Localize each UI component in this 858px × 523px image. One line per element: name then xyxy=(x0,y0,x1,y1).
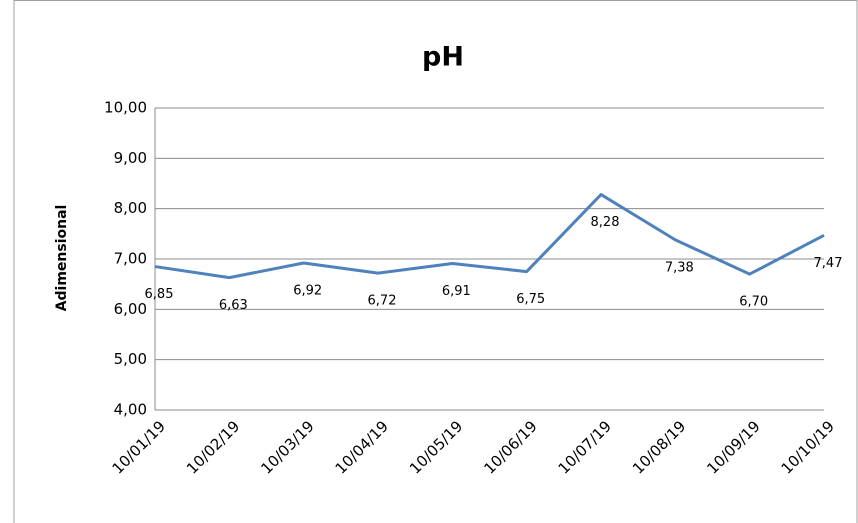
y-tick-label: 7,00 xyxy=(114,250,147,268)
data-label: 6,72 xyxy=(368,294,397,309)
y-tick-label: 9,00 xyxy=(114,149,147,167)
y-tick-label: 6,00 xyxy=(114,300,147,318)
data-label: 6,70 xyxy=(739,295,768,310)
y-tick-label: 4,00 xyxy=(114,401,147,419)
data-label: 6,85 xyxy=(145,287,174,302)
data-label: 6,92 xyxy=(293,284,322,299)
data-label: 6,91 xyxy=(442,284,471,299)
data-label: 7,38 xyxy=(665,260,694,275)
y-tick-label: 8,00 xyxy=(114,199,147,217)
y-tick-label: 10,00 xyxy=(104,99,147,117)
data-label: 8,28 xyxy=(591,215,620,230)
data-label: 6,75 xyxy=(516,292,545,307)
y-axis-label: Adimensional xyxy=(54,205,70,312)
chart-title: pH xyxy=(422,42,464,73)
y-tick-label: 5,00 xyxy=(114,350,147,368)
data-label: 6,63 xyxy=(219,298,248,313)
line xyxy=(154,193,825,280)
data-label: 7,47 xyxy=(814,256,843,271)
